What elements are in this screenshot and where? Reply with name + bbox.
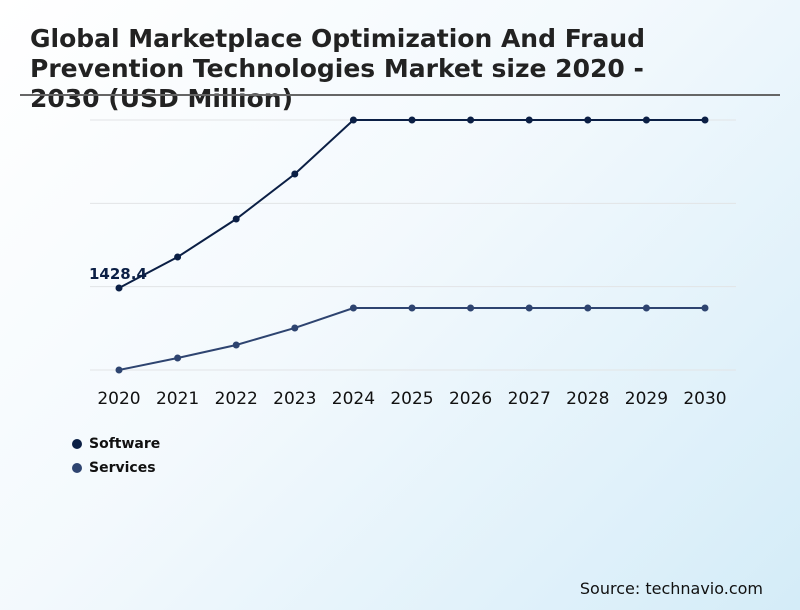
- data-point-services: [232, 341, 240, 349]
- data-point-services: [174, 354, 182, 362]
- series-line-services: [118, 307, 705, 371]
- data-point-services: [467, 304, 475, 312]
- data-point-software: [467, 116, 475, 124]
- title-divider: [20, 94, 780, 96]
- data-point-services: [525, 304, 533, 312]
- legend-marker-software: [72, 439, 82, 449]
- x-tick-label: 2030: [683, 389, 726, 409]
- data-point-software: [232, 215, 240, 223]
- data-point-services: [349, 304, 357, 312]
- x-tick-label: 2021: [156, 389, 199, 409]
- data-point-software: [408, 116, 416, 124]
- x-tick-label: 2020: [97, 389, 140, 409]
- data-point-services: [584, 304, 592, 312]
- data-point-software: [115, 284, 123, 292]
- data-label: 1428.4: [89, 265, 147, 283]
- data-point-software: [584, 116, 592, 124]
- data-point-software: [349, 116, 357, 124]
- x-tick-label: 2028: [566, 389, 609, 409]
- x-tick-label: 2025: [390, 389, 433, 409]
- data-point-software: [291, 170, 299, 178]
- data-point-software: [701, 116, 709, 124]
- data-point-services: [408, 304, 416, 312]
- x-tick-label: 2024: [332, 389, 375, 409]
- legend-label-services: Services: [89, 460, 156, 476]
- data-point-software: [174, 253, 182, 261]
- legend-item-services: Services: [72, 460, 156, 476]
- chart-title: Global Marketplace Optimization And Frau…: [30, 24, 646, 113]
- x-tick-label: 2029: [625, 389, 668, 409]
- data-point-software: [525, 116, 533, 124]
- data-point-services: [642, 304, 650, 312]
- series-line-software: [118, 119, 705, 289]
- data-point-services: [291, 324, 299, 332]
- x-tick-label: 2026: [449, 389, 492, 409]
- x-tick-label: 2027: [508, 389, 551, 409]
- x-tick-label: 2023: [273, 389, 316, 409]
- data-point-software: [642, 116, 650, 124]
- data-point-services: [115, 366, 123, 374]
- data-point-services: [701, 304, 709, 312]
- x-tick-label: 2022: [215, 389, 258, 409]
- legend-item-software: Software: [72, 436, 160, 452]
- source-credit: Source: technavio.com: [579, 579, 763, 598]
- legend-marker-services: [72, 463, 82, 473]
- legend-label-software: Software: [89, 436, 161, 452]
